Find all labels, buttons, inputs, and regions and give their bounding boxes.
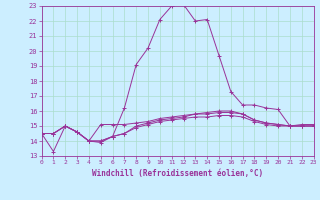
X-axis label: Windchill (Refroidissement éolien,°C): Windchill (Refroidissement éolien,°C) — [92, 169, 263, 178]
